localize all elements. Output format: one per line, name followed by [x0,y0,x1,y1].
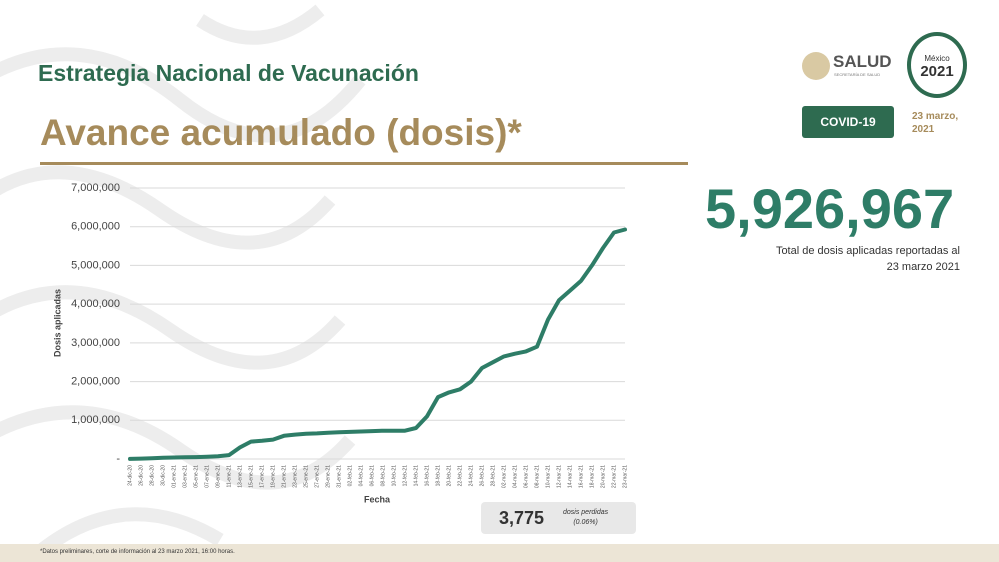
x-tick-label: 06-mar-21 [523,465,529,488]
x-tick-label: 10-feb-21 [391,465,397,487]
y-tick-label: 2,000,000 [71,375,120,387]
x-tick-label: 23-mar-21 [622,465,628,488]
x-tick-label: 14-mar-21 [567,465,573,488]
date-line: 23 marzo, [912,111,959,122]
x-tick-label: 02-mar-21 [501,465,507,488]
lost-box: 3,775 dosis perdidas (0.06%) [481,502,636,534]
x-tick-label: 08-feb-21 [380,465,386,487]
x-tick-label: 28-dic-20 [149,465,155,486]
x-tick-label: 06-feb-21 [369,465,375,487]
total-caption: Total de dosis aplicadas reportadas al 23… [700,243,960,275]
x-tick-label: 08-mar-21 [534,465,540,488]
x-tick-label: 23-ene-21 [292,465,298,488]
covid-badge: COVID-19 [802,106,894,138]
line [128,227,627,461]
lost-value: 3,775 [499,508,545,528]
rule [40,162,688,165]
footnote: *Datos preliminares, corte de informació… [40,549,235,555]
y-tick-label: 4,000,000 [71,298,120,310]
lost-line: dosis perdidas [563,509,609,516]
x-tick-label: 13-ene-21 [237,465,243,488]
x-tick-label: 31-ene-21 [336,465,342,488]
logo-name: SALUD [833,52,892,71]
x-axis-label: Fecha [364,494,391,504]
x-tick-label: 10-mar-21 [545,465,551,488]
emblem-year: 2021 [920,63,954,80]
x-tick-label: 30-dic-20 [160,465,166,486]
x-tick-label: 05-ene-21 [193,465,199,488]
x-tick-label: 28-feb-21 [490,465,496,487]
y-tick-label: 3,000,000 [71,337,120,349]
emblem-top: México [924,54,950,63]
y-tick-label: - [116,453,120,465]
x-tick-label: 12-mar-21 [556,465,562,488]
x-tick-label: 22-mar-21 [611,465,617,488]
date: 23 marzo, 2021 [912,110,958,136]
x-tick-label: 11-ene-21 [226,465,232,488]
x-tick-label: 12-feb-21 [402,465,408,487]
x-tick-label: 04-mar-21 [512,465,518,488]
x-tick-label: 25-ene-21 [303,465,309,488]
y-tick-label: 7,000,000 [71,182,120,194]
x-tick-label: 19-ene-21 [270,465,276,488]
y-axis-label: Dosis aplicadas [52,289,62,357]
y-tick-label: 1,000,000 [71,414,120,426]
caption-line: Total de dosis aplicadas reportadas al [775,245,960,257]
x-tick-label: 21-ene-21 [281,465,287,488]
x-tick-label: 16-mar-21 [578,465,584,488]
y-tick-label: 5,000,000 [71,259,120,271]
x-tick-label: 29-ene-21 [325,465,331,488]
x-tick-label: 01-ene-21 [171,465,177,488]
x-tick-label: 26-feb-21 [479,465,485,487]
x-tick-label: 17-ene-21 [259,465,265,488]
x-tick-label: 22-feb-21 [457,465,463,487]
date-line: 2021 [912,124,935,135]
x-tick-label: 16-feb-21 [424,465,430,487]
seal [802,52,830,80]
x-tick-label: 20-feb-21 [446,465,452,487]
x-tick-label: 24-dic-20 [127,465,133,486]
x-tick-label: 14-feb-21 [413,465,419,487]
x-tick-label: 02-feb-21 [347,465,353,487]
title: Estrategia Nacional de Vacunación [38,60,419,86]
x-tick-label: 18-feb-21 [435,465,441,487]
lost-label: dosis perdidas (0.06%) [563,508,608,528]
x-tick-label: 03-ene-21 [182,465,188,488]
caption-line: 23 marzo 2021 [886,261,960,273]
total-value: 5,926,967 [705,177,955,240]
emblem: México 2021 [907,32,967,98]
x-tick-label: 27-ene-21 [314,465,320,488]
x-tick-label: 18-mar-21 [589,465,595,488]
y-tick-label: 6,000,000 [71,221,120,233]
x-tick-label: 24-feb-21 [468,465,474,487]
x-tick-label: 04-feb-21 [358,465,364,487]
x-tick-label: 07-ene-21 [204,465,210,488]
x-tick-label: 09-ene-21 [215,465,221,488]
x-tick-label: 20-mar-21 [600,465,606,488]
x-tick-label: 15-ene-21 [248,465,254,488]
subtitle: Avance acumulado (dosis)* [40,112,522,153]
logo-sub: SECRETARÍA DE SALUD [834,72,881,77]
lost-line: (0.06%) [573,519,598,526]
x-tick-label: 26-dic-20 [138,465,144,486]
